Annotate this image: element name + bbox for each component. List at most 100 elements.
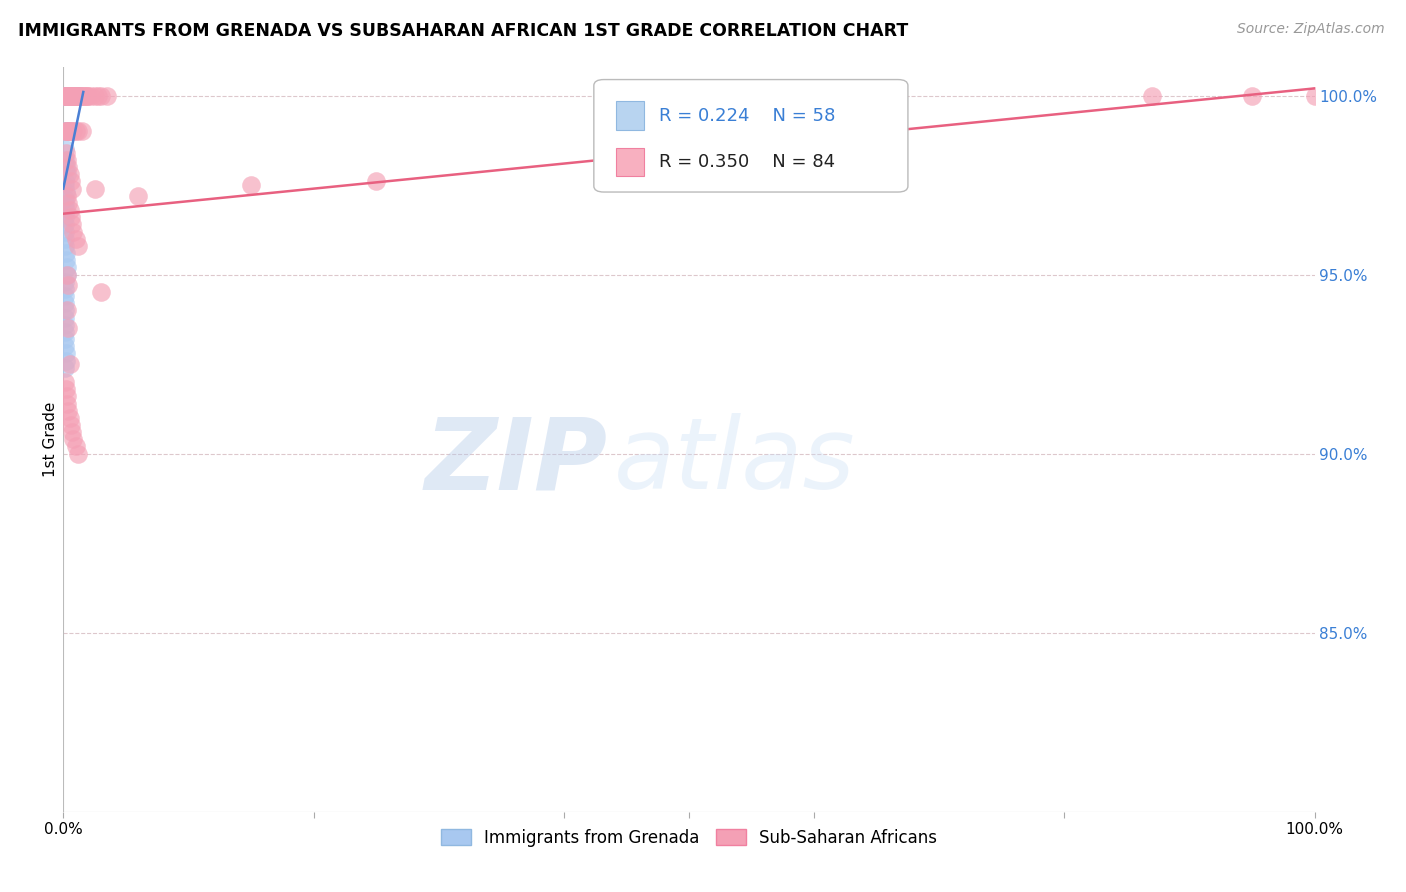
Point: [69, 88, 91, 103]
Point: [239, 178, 263, 192]
Point: [83, 181, 105, 195]
Point: [58, 88, 80, 103]
Point: [60, 181, 83, 195]
Point: [80, 88, 103, 103]
Point: [55, 246, 77, 260]
Point: [53, 325, 76, 339]
Point: [56, 124, 79, 138]
Text: R = 0.350    N = 84: R = 0.350 N = 84: [659, 153, 835, 171]
Point: [69, 88, 91, 103]
Point: [55, 124, 77, 138]
Point: [58, 196, 80, 211]
Point: [67, 239, 90, 253]
Point: [55, 346, 77, 360]
Point: [63, 88, 86, 103]
Point: [56, 260, 79, 275]
Point: [76, 88, 98, 103]
Point: [56, 189, 79, 203]
Point: [56, 396, 79, 410]
Point: [59, 124, 82, 138]
Point: [53, 88, 76, 103]
Point: [53, 88, 76, 103]
Point: [72, 88, 94, 103]
Point: [59, 417, 82, 432]
Point: [127, 189, 149, 203]
Point: [58, 88, 80, 103]
Point: [56, 124, 79, 138]
Point: [55, 353, 77, 368]
Point: [53, 360, 76, 375]
Point: [67, 124, 90, 138]
Point: [59, 88, 82, 103]
Point: [58, 167, 80, 181]
Y-axis label: 1st Grade: 1st Grade: [42, 401, 58, 477]
Point: [60, 88, 83, 103]
FancyBboxPatch shape: [616, 148, 644, 176]
Point: [53, 88, 76, 103]
Point: [53, 318, 76, 332]
Point: [56, 389, 79, 403]
Point: [70, 124, 93, 138]
Point: [65, 88, 87, 103]
Point: [63, 88, 86, 103]
Point: [53, 339, 76, 353]
Point: [55, 186, 77, 200]
Point: [58, 403, 80, 417]
Point: [90, 88, 112, 103]
Point: [60, 218, 83, 232]
Point: [366, 174, 388, 188]
Point: [59, 88, 82, 103]
Point: [65, 124, 87, 138]
Point: [83, 88, 105, 103]
Point: [66, 88, 89, 103]
Point: [53, 88, 76, 103]
Point: [56, 153, 79, 167]
Point: [59, 211, 82, 225]
Point: [58, 88, 80, 103]
Point: [53, 310, 76, 325]
Point: [65, 88, 87, 103]
Point: [58, 410, 80, 425]
Point: [55, 124, 77, 138]
Point: [60, 88, 83, 103]
Point: [60, 88, 83, 103]
Point: [62, 124, 84, 138]
Point: [53, 332, 76, 346]
FancyBboxPatch shape: [593, 79, 908, 192]
Point: [63, 88, 86, 103]
Point: [1140, 88, 1163, 103]
Point: [55, 88, 77, 103]
Point: [53, 174, 76, 188]
Point: [53, 289, 76, 303]
Point: [75, 88, 97, 103]
Point: [67, 447, 90, 461]
Point: [53, 232, 76, 246]
Point: [65, 440, 87, 454]
Point: [53, 239, 76, 253]
Text: Source: ZipAtlas.com: Source: ZipAtlas.com: [1237, 22, 1385, 37]
Point: [53, 196, 76, 211]
Text: atlas: atlas: [614, 413, 855, 510]
Point: [70, 88, 93, 103]
Point: [90, 285, 112, 300]
Point: [60, 88, 83, 103]
Point: [58, 88, 80, 103]
Point: [58, 357, 80, 371]
Point: [55, 382, 77, 396]
Point: [66, 88, 89, 103]
Point: [58, 278, 80, 293]
Point: [59, 88, 82, 103]
Point: [55, 88, 77, 103]
Point: [73, 88, 96, 103]
Point: [62, 88, 84, 103]
Point: [60, 425, 83, 439]
Point: [58, 321, 80, 335]
Point: [55, 203, 77, 218]
Point: [55, 253, 77, 268]
Point: [53, 211, 76, 225]
Point: [59, 88, 82, 103]
Point: [59, 174, 82, 188]
Point: [53, 178, 76, 192]
Point: [58, 88, 80, 103]
Point: [53, 124, 76, 138]
